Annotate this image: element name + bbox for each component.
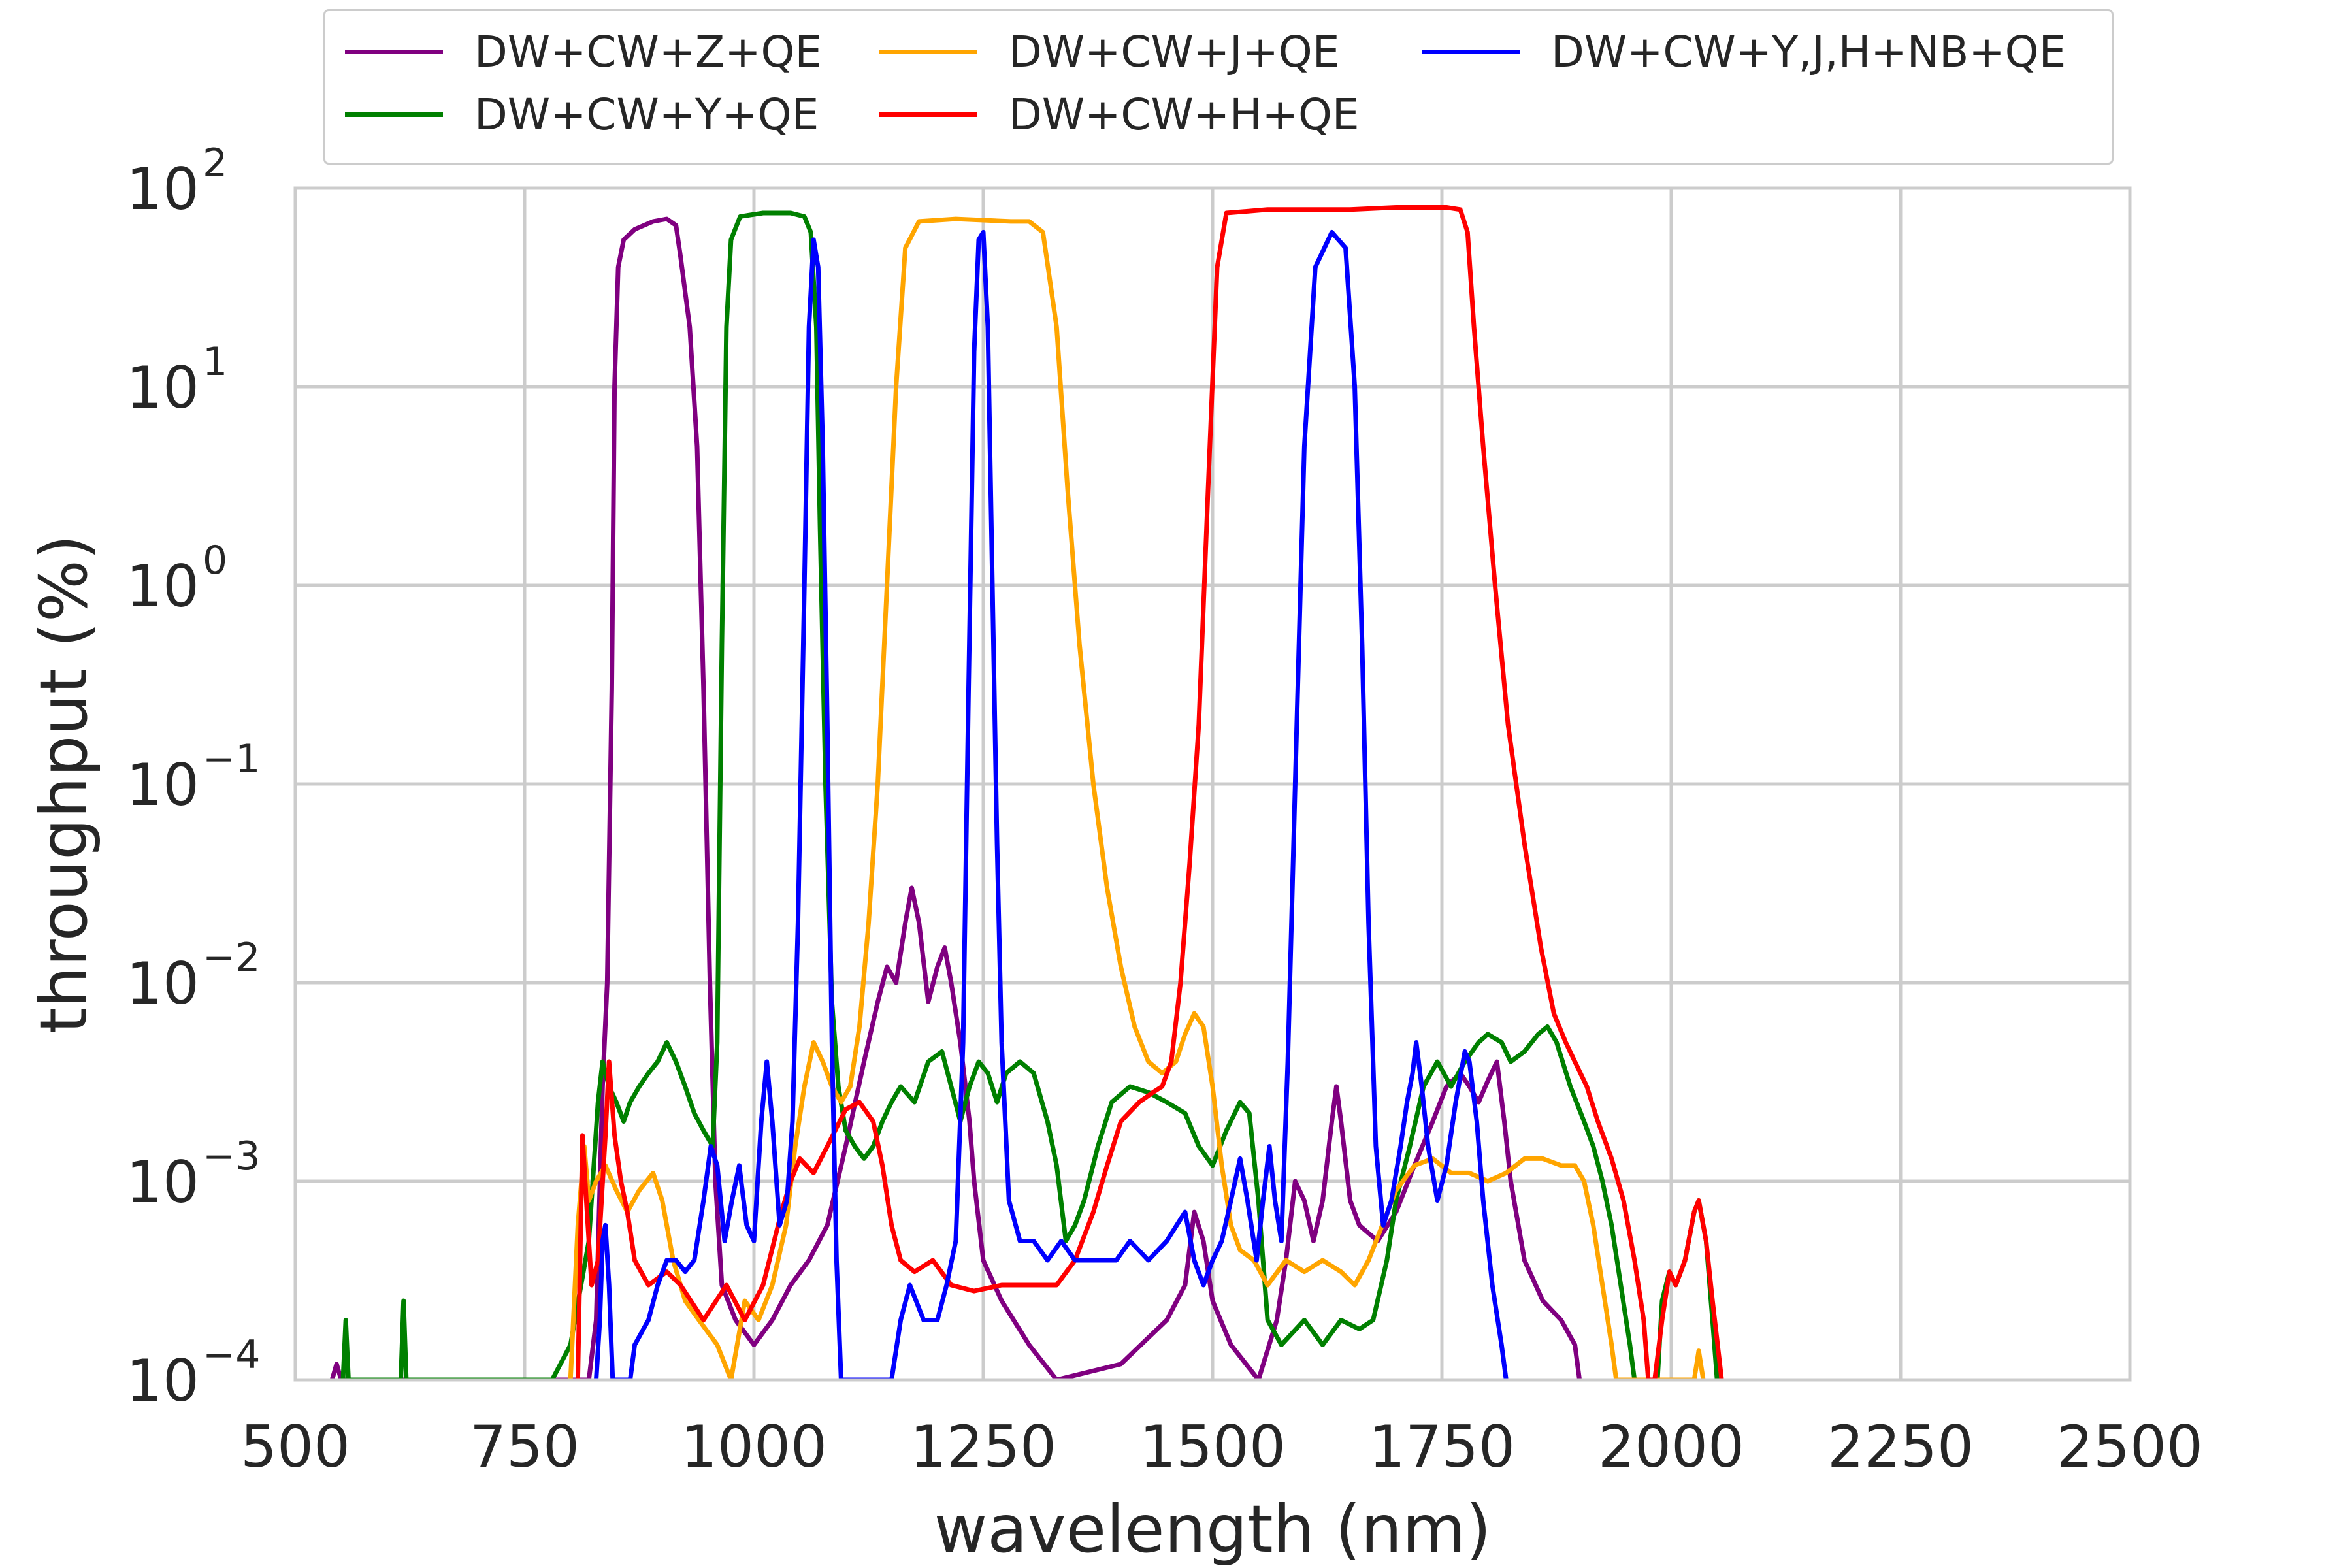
y-tick-label: 10 <box>126 354 199 421</box>
y-tick-exponent: 2 <box>203 140 227 186</box>
x-axis-label: wavelength (nm) <box>934 1491 1491 1567</box>
series-line-0 <box>329 216 1582 1380</box>
y-tick-exponent: −2 <box>203 935 260 981</box>
series-layer <box>329 205 1724 1380</box>
y-tick-exponent: −4 <box>203 1332 260 1378</box>
x-tick-label: 2250 <box>1827 1413 1974 1480</box>
legend-swatch-nb <box>1422 49 1520 54</box>
x-tick-label: 2000 <box>1598 1413 1744 1480</box>
x-tick-label: 2500 <box>2057 1413 2203 1480</box>
series-line-3 <box>575 205 1724 1380</box>
x-tick-label: 500 <box>240 1413 350 1480</box>
legend-label-h: DW+CW+H+QE <box>1009 89 1360 140</box>
y-axis-label: throughput (%) <box>25 534 102 1034</box>
legend-label-j: DW+CW+J+QE <box>1009 26 1340 77</box>
legend-swatch-y <box>345 112 443 117</box>
legend-entry-z: DW+CW+Z+QE <box>345 25 822 78</box>
y-tick-label: 10 <box>126 553 199 620</box>
x-tick-label: 1250 <box>910 1413 1056 1480</box>
legend-swatch-h <box>879 112 977 117</box>
legend-entry-y: DW+CW+Y+QE <box>345 88 819 140</box>
y-tick-exponent: −1 <box>203 736 260 782</box>
x-tick-label: 750 <box>470 1413 580 1480</box>
x-tick-labels: 500 750 1000 1250 1500 1750 2000 2250 2500 <box>240 1413 2203 1480</box>
y-tick-label: 10 <box>126 1347 199 1414</box>
x-tick-label: 1750 <box>1369 1413 1515 1480</box>
y-tick-exponent: 0 <box>203 538 227 583</box>
legend-entry-h: DW+CW+H+QE <box>879 88 1360 140</box>
y-tick-label: 10 <box>126 950 199 1017</box>
legend-entry-j: DW+CW+J+QE <box>879 25 1339 78</box>
y-tick-exponent: −3 <box>203 1134 260 1179</box>
y-tick-label: 10 <box>126 155 199 223</box>
y-tick-label: 10 <box>126 1149 199 1216</box>
legend-entry-nb: DW+CW+Y,J,H+NB+QE <box>1422 25 2066 78</box>
y-tick-exponent: 1 <box>203 339 227 385</box>
series-line-2 <box>568 216 1706 1380</box>
x-tick-label: 1500 <box>1139 1413 1286 1480</box>
legend-label-z: DW+CW+Z+QE <box>474 26 823 77</box>
legend-swatch-j <box>879 49 977 54</box>
series-line-4 <box>594 229 1509 1380</box>
legend-label-nb: DW+CW+Y,J,H+NB+QE <box>1551 26 2066 77</box>
legend-label-y: DW+CW+Y+QE <box>474 89 819 140</box>
y-tick-label: 10 <box>126 751 199 819</box>
legend: DW+CW+Z+QE DW+CW+Y+QE DW+CW+J+QE DW+CW+H… <box>323 9 2114 165</box>
series-line-1 <box>340 210 1720 1380</box>
plot-frame <box>293 186 2132 1382</box>
x-tick-label: 1000 <box>681 1413 827 1480</box>
legend-swatch-z <box>345 49 443 54</box>
